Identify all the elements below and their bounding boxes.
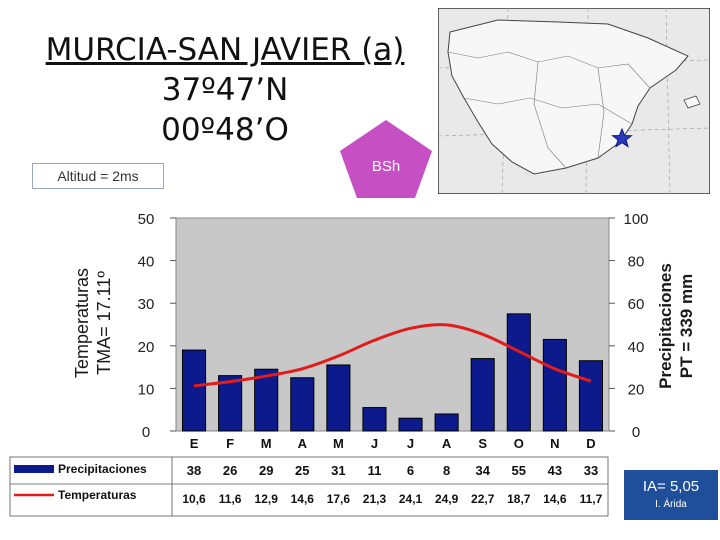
left-tick-label-1: 10 bbox=[138, 381, 155, 398]
precipitation-bars bbox=[181, 313, 604, 432]
left-axis-title: Temperaturas TMA= 17.11º bbox=[72, 268, 114, 378]
table-temp-cell-0: 10,6 bbox=[182, 492, 206, 506]
month-label-4: M bbox=[333, 436, 344, 451]
legend-temp-label: Temperaturas bbox=[58, 488, 137, 502]
pentagon-shape bbox=[340, 120, 432, 198]
right-axis-label-line2: PT = 339 mm bbox=[677, 274, 696, 378]
altitude-label: Altitud = 2ms bbox=[32, 163, 164, 189]
table-temp-cell-11: 11,7 bbox=[580, 492, 603, 506]
table-precip-cell-7: 8 bbox=[443, 463, 450, 478]
right-axis-title: Precipitaciones PT = 339 mm bbox=[656, 263, 696, 389]
legend-bar-swatch bbox=[14, 465, 54, 473]
data-table: Precipitaciones Temperaturas 38 26 29 25 31 1… bbox=[9, 456, 609, 517]
climograph-chart: 0 10 20 30 40 50 0 20 40 60 80 100 E F M A M J J A S O N D Te… bbox=[9, 211, 696, 517]
right-tick-label-0: 0 bbox=[632, 424, 640, 441]
location-map bbox=[438, 8, 710, 194]
table-precip-cell-0: 38 bbox=[187, 463, 201, 478]
precip-bar-1 bbox=[218, 375, 243, 432]
precip-bar-3 bbox=[290, 377, 315, 432]
plot-area bbox=[175, 217, 610, 432]
station-name: MURCIA-SAN JAVIER (a) bbox=[45, 32, 405, 68]
table-precip-cell-9: 55 bbox=[512, 463, 526, 478]
climate-pentagon-badge: BSh bbox=[340, 120, 432, 198]
month-label-9: O bbox=[514, 436, 524, 451]
table-precip-cell-5: 11 bbox=[368, 463, 382, 478]
precip-bar-6 bbox=[398, 417, 423, 432]
table-temp-cell-2: 12,9 bbox=[255, 492, 279, 506]
right-tick-label-2: 40 bbox=[628, 339, 645, 356]
latitude: 37º47’N bbox=[161, 72, 289, 108]
table-temp-cell-5: 21,3 bbox=[363, 492, 387, 506]
left-tick-label-2: 20 bbox=[138, 339, 155, 356]
table-temp-cell-10: 14,6 bbox=[543, 492, 567, 506]
table-temp-cell-1: 11,6 bbox=[219, 492, 242, 506]
aridity-index-box: IA= 5,05 I. Árida bbox=[624, 470, 718, 520]
table-temp-cell-3: 14,6 bbox=[291, 492, 315, 506]
month-label-3: A bbox=[298, 436, 308, 451]
month-label-11: D bbox=[586, 436, 595, 451]
left-tick-label-0: 0 bbox=[142, 424, 150, 441]
table-temp-cell-9: 18,7 bbox=[507, 492, 531, 506]
month-label-5: J bbox=[371, 436, 378, 451]
right-axis-label-line1: Precipitaciones bbox=[656, 263, 675, 389]
right-tick-label-1: 20 bbox=[628, 381, 645, 398]
legend-precip-label: Precipitaciones bbox=[58, 462, 147, 476]
month-label-8: S bbox=[478, 436, 487, 451]
precip-bar-11 bbox=[578, 360, 604, 432]
precip-bar-10 bbox=[542, 338, 567, 432]
left-axis-label-line1: Temperaturas bbox=[72, 268, 92, 378]
month-label-1: F bbox=[226, 436, 234, 451]
precip-bar-0 bbox=[181, 349, 207, 432]
longitude: 00º48’O bbox=[161, 112, 289, 148]
left-axis-label-line2: TMA= 17.11º bbox=[94, 271, 114, 375]
table-precip-cell-6: 6 bbox=[407, 463, 414, 478]
precip-bar-2 bbox=[254, 368, 279, 432]
table-precip-cell-8: 34 bbox=[475, 463, 490, 478]
right-tick-label-3: 60 bbox=[628, 296, 645, 313]
precip-bar-5 bbox=[362, 407, 387, 432]
precip-bar-9 bbox=[506, 313, 531, 432]
month-label-7: A bbox=[442, 436, 452, 451]
table-temp-row: 10,6 11,6 12,9 14,6 17,6 21,3 24,1 24,9 22,7 18,7… bbox=[182, 492, 602, 506]
right-tick-label-5: 100 bbox=[623, 211, 648, 228]
month-label-10: N bbox=[550, 436, 559, 451]
balearic-islands-shape bbox=[683, 95, 701, 109]
location-star-icon bbox=[611, 127, 633, 148]
aridity-type: I. Árida bbox=[655, 499, 687, 510]
climate-code: BSh bbox=[372, 158, 400, 175]
table-temp-cell-6: 24,1 bbox=[399, 492, 423, 506]
month-label-6: J bbox=[407, 436, 414, 451]
aridity-index-value: IA= 5,05 bbox=[642, 478, 700, 495]
left-axis: 0 10 20 30 40 50 bbox=[138, 211, 176, 441]
table-temp-cell-4: 17,6 bbox=[327, 492, 351, 506]
precip-bar-8 bbox=[470, 358, 495, 432]
table-precip-cell-4: 31 bbox=[331, 463, 345, 478]
right-tick-label-4: 80 bbox=[628, 254, 645, 271]
table-precip-row: 38 26 29 25 31 11 6 8 34 55 43 33 bbox=[187, 463, 598, 478]
month-label-0: E bbox=[190, 436, 199, 451]
table-precip-cell-3: 25 bbox=[295, 463, 309, 478]
table-precip-cell-2: 29 bbox=[259, 463, 273, 478]
table-temp-cell-7: 24,9 bbox=[435, 492, 459, 506]
table-temp-cell-8: 22,7 bbox=[471, 492, 495, 506]
temperature-line bbox=[193, 323, 592, 388]
table-precip-cell-10: 43 bbox=[548, 463, 562, 478]
left-tick-label-5: 50 bbox=[138, 211, 155, 228]
chart-title: MURCIA-SAN JAVIER (a) 37º47’N 00º48’O bbox=[40, 30, 410, 150]
right-axis: 0 20 40 60 80 100 bbox=[609, 211, 649, 441]
table-precip-cell-11: 33 bbox=[584, 463, 598, 478]
table-precip-cell-1: 26 bbox=[223, 463, 237, 478]
precip-bar-4 bbox=[326, 364, 351, 432]
precip-bar-7 bbox=[434, 413, 459, 432]
month-label-2: M bbox=[261, 436, 272, 451]
left-tick-label-3: 30 bbox=[138, 296, 155, 313]
left-tick-label-4: 40 bbox=[138, 254, 155, 271]
temperature-line-layer bbox=[193, 323, 592, 388]
